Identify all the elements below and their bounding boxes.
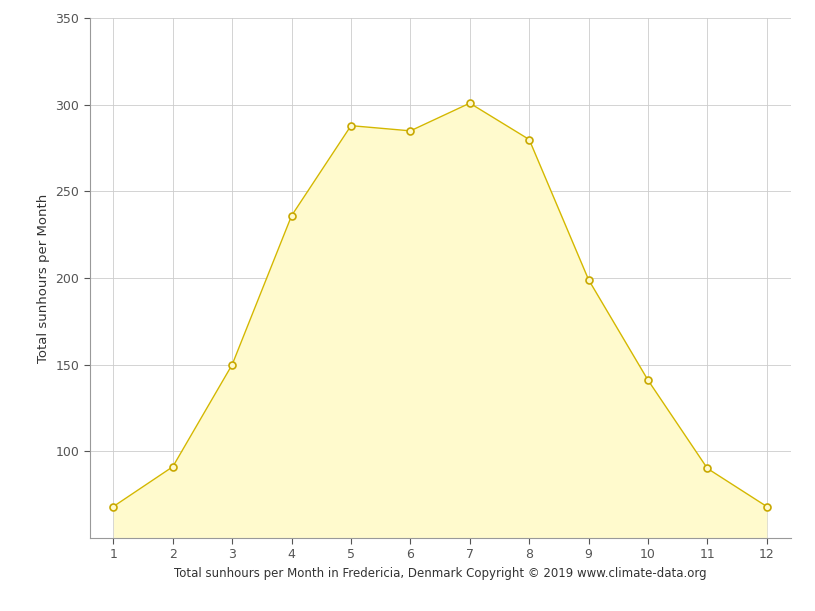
X-axis label: Total sunhours per Month in Fredericia, Denmark Copyright © 2019 www.climate-dat: Total sunhours per Month in Fredericia, …: [174, 566, 707, 580]
Y-axis label: Total sunhours per Month: Total sunhours per Month: [37, 193, 50, 363]
